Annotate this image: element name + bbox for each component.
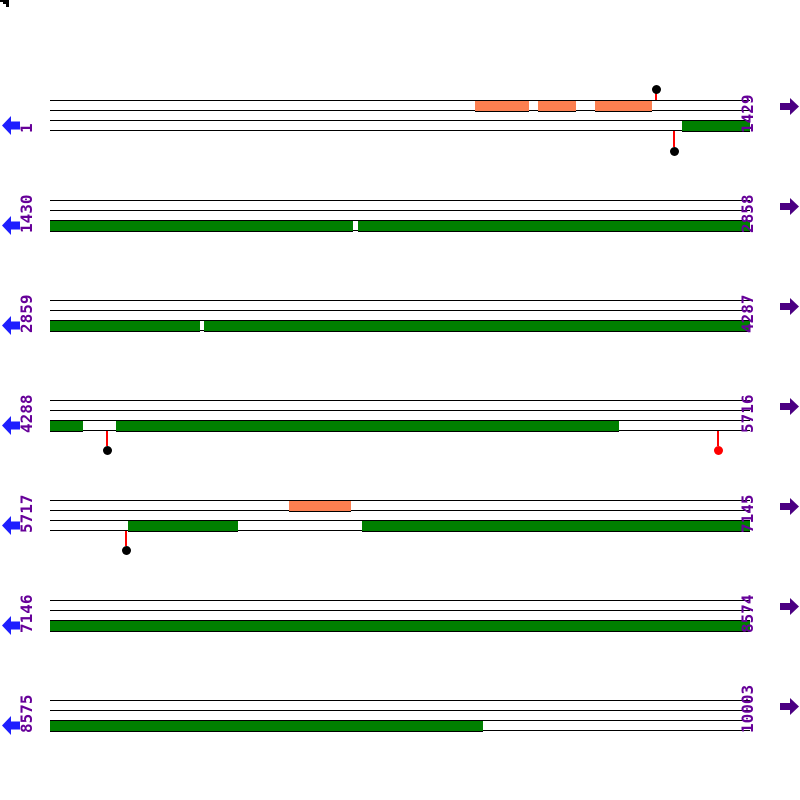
next-page-arrow[interactable]: [780, 298, 799, 315]
ruler-line: [50, 120, 750, 121]
row-end-label: 1429: [738, 94, 757, 133]
next-page-arrow-glyph: [780, 298, 799, 315]
feature-bar-orange[interactable]: [538, 100, 576, 112]
ruler-line: [50, 710, 750, 711]
marker-stem: [655, 93, 657, 100]
prev-page-arrow[interactable]: [2, 316, 20, 335]
next-page-arrow[interactable]: [780, 698, 799, 715]
ruler-line: [50, 600, 750, 601]
prev-page-arrow-glyph: [2, 416, 20, 435]
row-start-label: 8575: [17, 694, 36, 733]
ruler-line: [50, 310, 750, 311]
next-page-arrow-glyph: [780, 198, 799, 215]
ruler-line: [50, 100, 750, 101]
prev-page-arrow[interactable]: [2, 416, 20, 435]
next-page-arrow-glyph: [780, 698, 799, 715]
row-end-label: 10003: [738, 684, 757, 733]
feature-bar-orange[interactable]: [595, 100, 652, 112]
feature-bar-green[interactable]: [50, 320, 200, 332]
ruler-line: [50, 700, 750, 701]
marker-dot[interactable]: [102, 445, 112, 455]
row-start-label: 5717: [17, 494, 36, 533]
prev-page-arrow-glyph: [2, 716, 20, 735]
prev-page-arrow-glyph: [2, 516, 20, 535]
corner-artifact: [0, 0, 9, 7]
feature-bar-green[interactable]: [204, 320, 750, 332]
ruler-line: [50, 610, 750, 611]
prev-page-arrow-glyph: [2, 316, 20, 335]
marker-stem: [125, 531, 127, 546]
next-page-arrow[interactable]: [780, 198, 799, 215]
feature-bar-green[interactable]: [682, 120, 750, 132]
next-page-arrow[interactable]: [780, 498, 799, 515]
next-page-arrow[interactable]: [780, 598, 799, 615]
ruler-line: [50, 110, 750, 111]
row-start-label: 4288: [17, 394, 36, 433]
prev-page-arrow[interactable]: [2, 516, 20, 535]
ruler-line: [50, 200, 750, 201]
row-end-label: 8574: [738, 594, 757, 633]
prev-page-arrow[interactable]: [2, 116, 20, 135]
marker-dot[interactable]: [713, 445, 723, 455]
feature-bar-green[interactable]: [50, 620, 750, 632]
row-end-label: 5716: [738, 394, 757, 433]
feature-bar-orange[interactable]: [475, 100, 529, 112]
prev-page-arrow-glyph: [2, 116, 20, 135]
marker-dot[interactable]: [669, 146, 679, 156]
ruler-line: [50, 410, 750, 411]
marker-stem: [717, 431, 719, 446]
next-page-arrow-glyph: [780, 498, 799, 515]
row-start-label: 1: [17, 123, 36, 133]
prev-page-arrow[interactable]: [2, 716, 20, 735]
row-end-label: 4287: [738, 294, 757, 333]
next-page-arrow[interactable]: [780, 398, 799, 415]
marker-stem: [673, 131, 675, 147]
ruler-line: [50, 510, 750, 511]
feature-bar-green[interactable]: [358, 220, 750, 232]
ruler-line: [50, 130, 750, 131]
prev-page-arrow[interactable]: [2, 216, 20, 235]
row-start-label: 1430: [17, 194, 36, 233]
feature-bar-green[interactable]: [362, 520, 750, 532]
ruler-line: [50, 500, 750, 501]
feature-bar-green[interactable]: [116, 420, 619, 432]
row-end-label: 7145: [738, 494, 757, 533]
row-start-label: 7146: [17, 594, 36, 633]
prev-page-arrow[interactable]: [2, 616, 20, 635]
feature-bar-green[interactable]: [128, 520, 238, 532]
prev-page-arrow-glyph: [2, 616, 20, 635]
feature-bar-green[interactable]: [50, 220, 353, 232]
next-page-arrow-glyph: [780, 598, 799, 615]
next-page-arrow[interactable]: [780, 98, 799, 115]
feature-bar-green[interactable]: [50, 420, 83, 432]
ruler-line: [50, 400, 750, 401]
next-page-arrow-glyph: [780, 398, 799, 415]
ruler-line: [50, 210, 750, 211]
row-end-label: 2858: [738, 194, 757, 233]
marker-stem: [106, 431, 108, 446]
next-page-arrow-glyph: [780, 98, 799, 115]
feature-bar-orange[interactable]: [289, 500, 351, 512]
marker-dot[interactable]: [121, 545, 131, 555]
ruler-line: [50, 300, 750, 301]
row-start-label: 2859: [17, 294, 36, 333]
prev-page-arrow-glyph: [2, 216, 20, 235]
feature-bar-green[interactable]: [50, 720, 483, 732]
marker-dot[interactable]: [651, 84, 661, 94]
